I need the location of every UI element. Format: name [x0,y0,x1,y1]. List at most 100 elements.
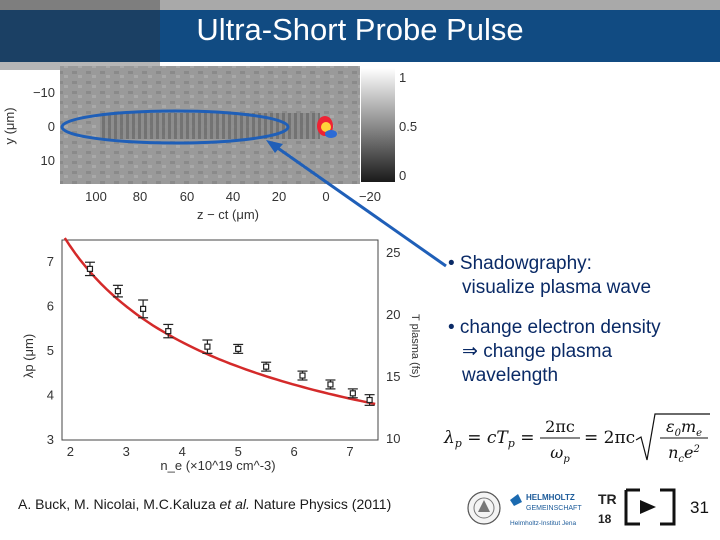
chart-y-tick: 3 [47,432,54,447]
chart-y2-label: T plasma (fs) [409,314,421,378]
tr-logo-number: 18 [598,512,612,526]
fit-curve [63,237,376,406]
bullet-list: • Shadowgraphy: visualize plasma wave • … [448,252,718,404]
chart-x-tick: 6 [290,444,297,459]
colorbar-tick: 1 [399,70,406,85]
formula-lhs: λp = cTp = [443,428,534,450]
plasma-wavelength-formula: λp = cTp = 2πc ωp = 2πc ε0me nce2 [443,413,710,465]
university-seal-inner [473,497,495,519]
logo-row: HELMHOLTZ GEMEINSCHAFT Helmholtz-Institu… [467,488,676,527]
marker [299,372,306,379]
image-y-tick: −10 [33,85,55,100]
chart-y-tick: 6 [47,299,54,314]
chart-x-tick: 4 [179,444,186,459]
data-point [297,370,308,381]
data-point [138,299,149,319]
shadowgram-panel [60,66,447,268]
image-x-tick: 80 [133,189,147,204]
formula-frac2-den: nce2 [668,443,700,465]
bullet-shadowgraphy: • Shadowgraphy: visualize plasma wave [448,252,718,300]
pointer-arrow-head [266,140,283,153]
bracket-left-icon [624,488,640,526]
data-point [233,343,244,354]
page-number: 31 [690,498,709,517]
chart-y2-tick: 20 [386,307,400,322]
bracket-right-icon [660,488,676,526]
chart-y2-tick: 10 [386,431,400,446]
image-x-tick: 0 [322,189,329,204]
chart-y-tick: 4 [47,388,54,403]
chart-y2-tick: 25 [386,245,400,260]
marker [366,396,373,404]
chart-x-label: n_e (×10^19 cm^-3) [160,458,275,473]
chart-y-tick: 7 [47,254,54,269]
image-x-label: z − ct (μm) [197,207,259,222]
formula-sqrt [635,413,710,461]
helmholtz-logo-icon [510,494,522,506]
corner-shade [0,0,160,70]
marker [263,363,270,370]
citation: A. Buck, M. Nicolai, M.C.Kaluza et al. N… [18,496,391,512]
image-x-tick: 60 [180,189,194,204]
university-seal-figure [478,500,490,512]
chart-y-label: λp (μm) [21,334,36,378]
formula-frac2-num: ε0me [666,417,702,439]
data-point [202,339,213,354]
image-y-tick: 10 [41,153,55,168]
marker [235,345,242,352]
bullet-line: • Shadowgraphy: [448,253,592,274]
image-x-tick: 40 [226,189,240,204]
image-y-tick: 0 [48,119,55,134]
image-x-tick: 20 [272,189,286,204]
bullet-density: • change electron density ⇒ change plasm… [448,316,718,388]
marker [139,305,147,312]
data-point [325,379,336,390]
chart-y2-tick: 15 [386,369,400,384]
bullet-line: ⇒ change plasma [462,341,613,362]
citation-authors: A. Buck, M. Nicolai, M.C.Kaluza [18,496,216,512]
citation-etal: et al. [219,496,250,512]
gemeinschaft-text: GEMEINSCHAFT [526,505,582,512]
marker [327,381,334,388]
institut-text: Helmholtz-Institut Jena [510,520,576,527]
pointer-arrow-line [271,142,447,268]
bullet-line: • change electron density [448,317,661,338]
data-point [364,394,375,406]
lambda-vs-density-chart [61,237,379,441]
tr-logo-text: TR [598,491,617,507]
formula-frac1-num: 2πc [545,417,575,436]
slide-title: Ultra-Short Probe Pulse [196,12,524,47]
chart-x-tick: 5 [235,444,242,459]
helmholtz-text: HELMHOLTZ [526,493,575,502]
title-bar [0,10,720,62]
data-point [347,388,358,399]
marker [165,328,172,335]
probe-spot-blue [325,130,337,138]
chart-x-tick: 7 [346,444,353,459]
formula-frac1-den: ωp [550,443,570,465]
institut-label-bg [508,517,564,527]
data-point [112,284,123,298]
colorbar-tick: 0.5 [399,119,417,134]
image-x-tick: −20 [359,189,381,204]
data-point [261,361,272,372]
image-x-tick: 100 [85,189,107,204]
data-points [84,261,375,406]
marker [204,343,211,350]
image-y-label: y (μm) [2,107,17,144]
citation-journal: Nature Physics (2011) [253,496,392,512]
chart-x-tick: 2 [67,444,74,459]
data-point [163,323,174,339]
chart-x-tick: 3 [123,444,130,459]
marker [86,265,94,272]
marker [349,390,356,397]
marker [114,288,122,295]
bullet-line: visualize plasma wave [462,277,652,298]
chart-y-tick: 5 [47,343,54,358]
probe-spot-yellow [321,122,331,132]
top-grey-strip [0,0,720,10]
data-point [84,261,95,277]
formula-eq: = 2πc [584,428,635,448]
chart-frame [61,239,379,441]
